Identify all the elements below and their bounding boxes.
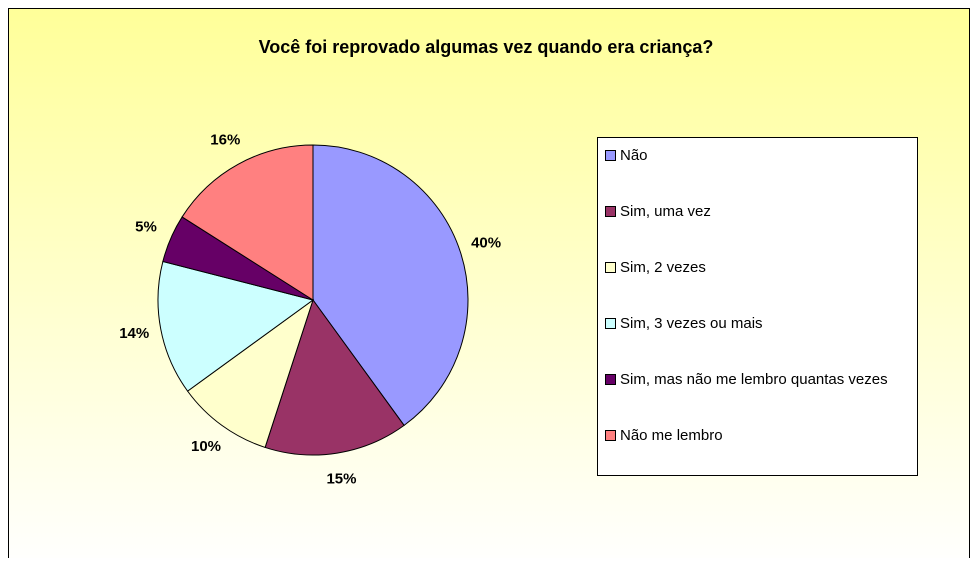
pie-slice bbox=[186, 298, 314, 449]
pie-slice bbox=[264, 298, 405, 456]
legend-swatch bbox=[605, 318, 616, 329]
legend-swatch bbox=[605, 262, 616, 273]
legend-line: Não bbox=[620, 147, 648, 164]
pie-slice bbox=[181, 144, 314, 301]
legend-label: Sim, mas não me lembro quantas vezes bbox=[620, 371, 888, 388]
data-label: 15% bbox=[326, 471, 356, 488]
legend-label: Sim, 3 vezes ou mais bbox=[620, 315, 763, 332]
pie-slice bbox=[312, 144, 469, 427]
legend-line: Sim, 3 vezes ou mais bbox=[620, 315, 763, 332]
data-label: 40% bbox=[471, 235, 501, 252]
chart-title: Você foi reprovado algumas vez quando er… bbox=[259, 37, 714, 57]
legend-line: Sim, mas não me lembro quantas vezes bbox=[620, 371, 888, 388]
legend-label: Sim, uma vez bbox=[620, 203, 711, 220]
legend bbox=[597, 137, 918, 476]
legend-swatch bbox=[605, 374, 616, 385]
data-label: 16% bbox=[210, 131, 240, 148]
legend-line: Sim, 2 vezes bbox=[620, 259, 706, 276]
pie-slice bbox=[157, 260, 315, 392]
legend-swatch bbox=[605, 150, 616, 161]
legend-label: Não me lembro bbox=[620, 427, 723, 444]
legend-swatch bbox=[605, 206, 616, 217]
data-label: 10% bbox=[191, 438, 221, 455]
data-label: 14% bbox=[119, 325, 149, 342]
legend-label: Não bbox=[620, 147, 648, 164]
legend-line: Não me lembro bbox=[620, 427, 723, 444]
legend-swatch bbox=[605, 430, 616, 441]
legend-label: Sim, 2 vezes bbox=[620, 259, 706, 276]
legend-line: Sim, uma vez bbox=[620, 203, 711, 220]
data-label: 5% bbox=[135, 219, 157, 236]
